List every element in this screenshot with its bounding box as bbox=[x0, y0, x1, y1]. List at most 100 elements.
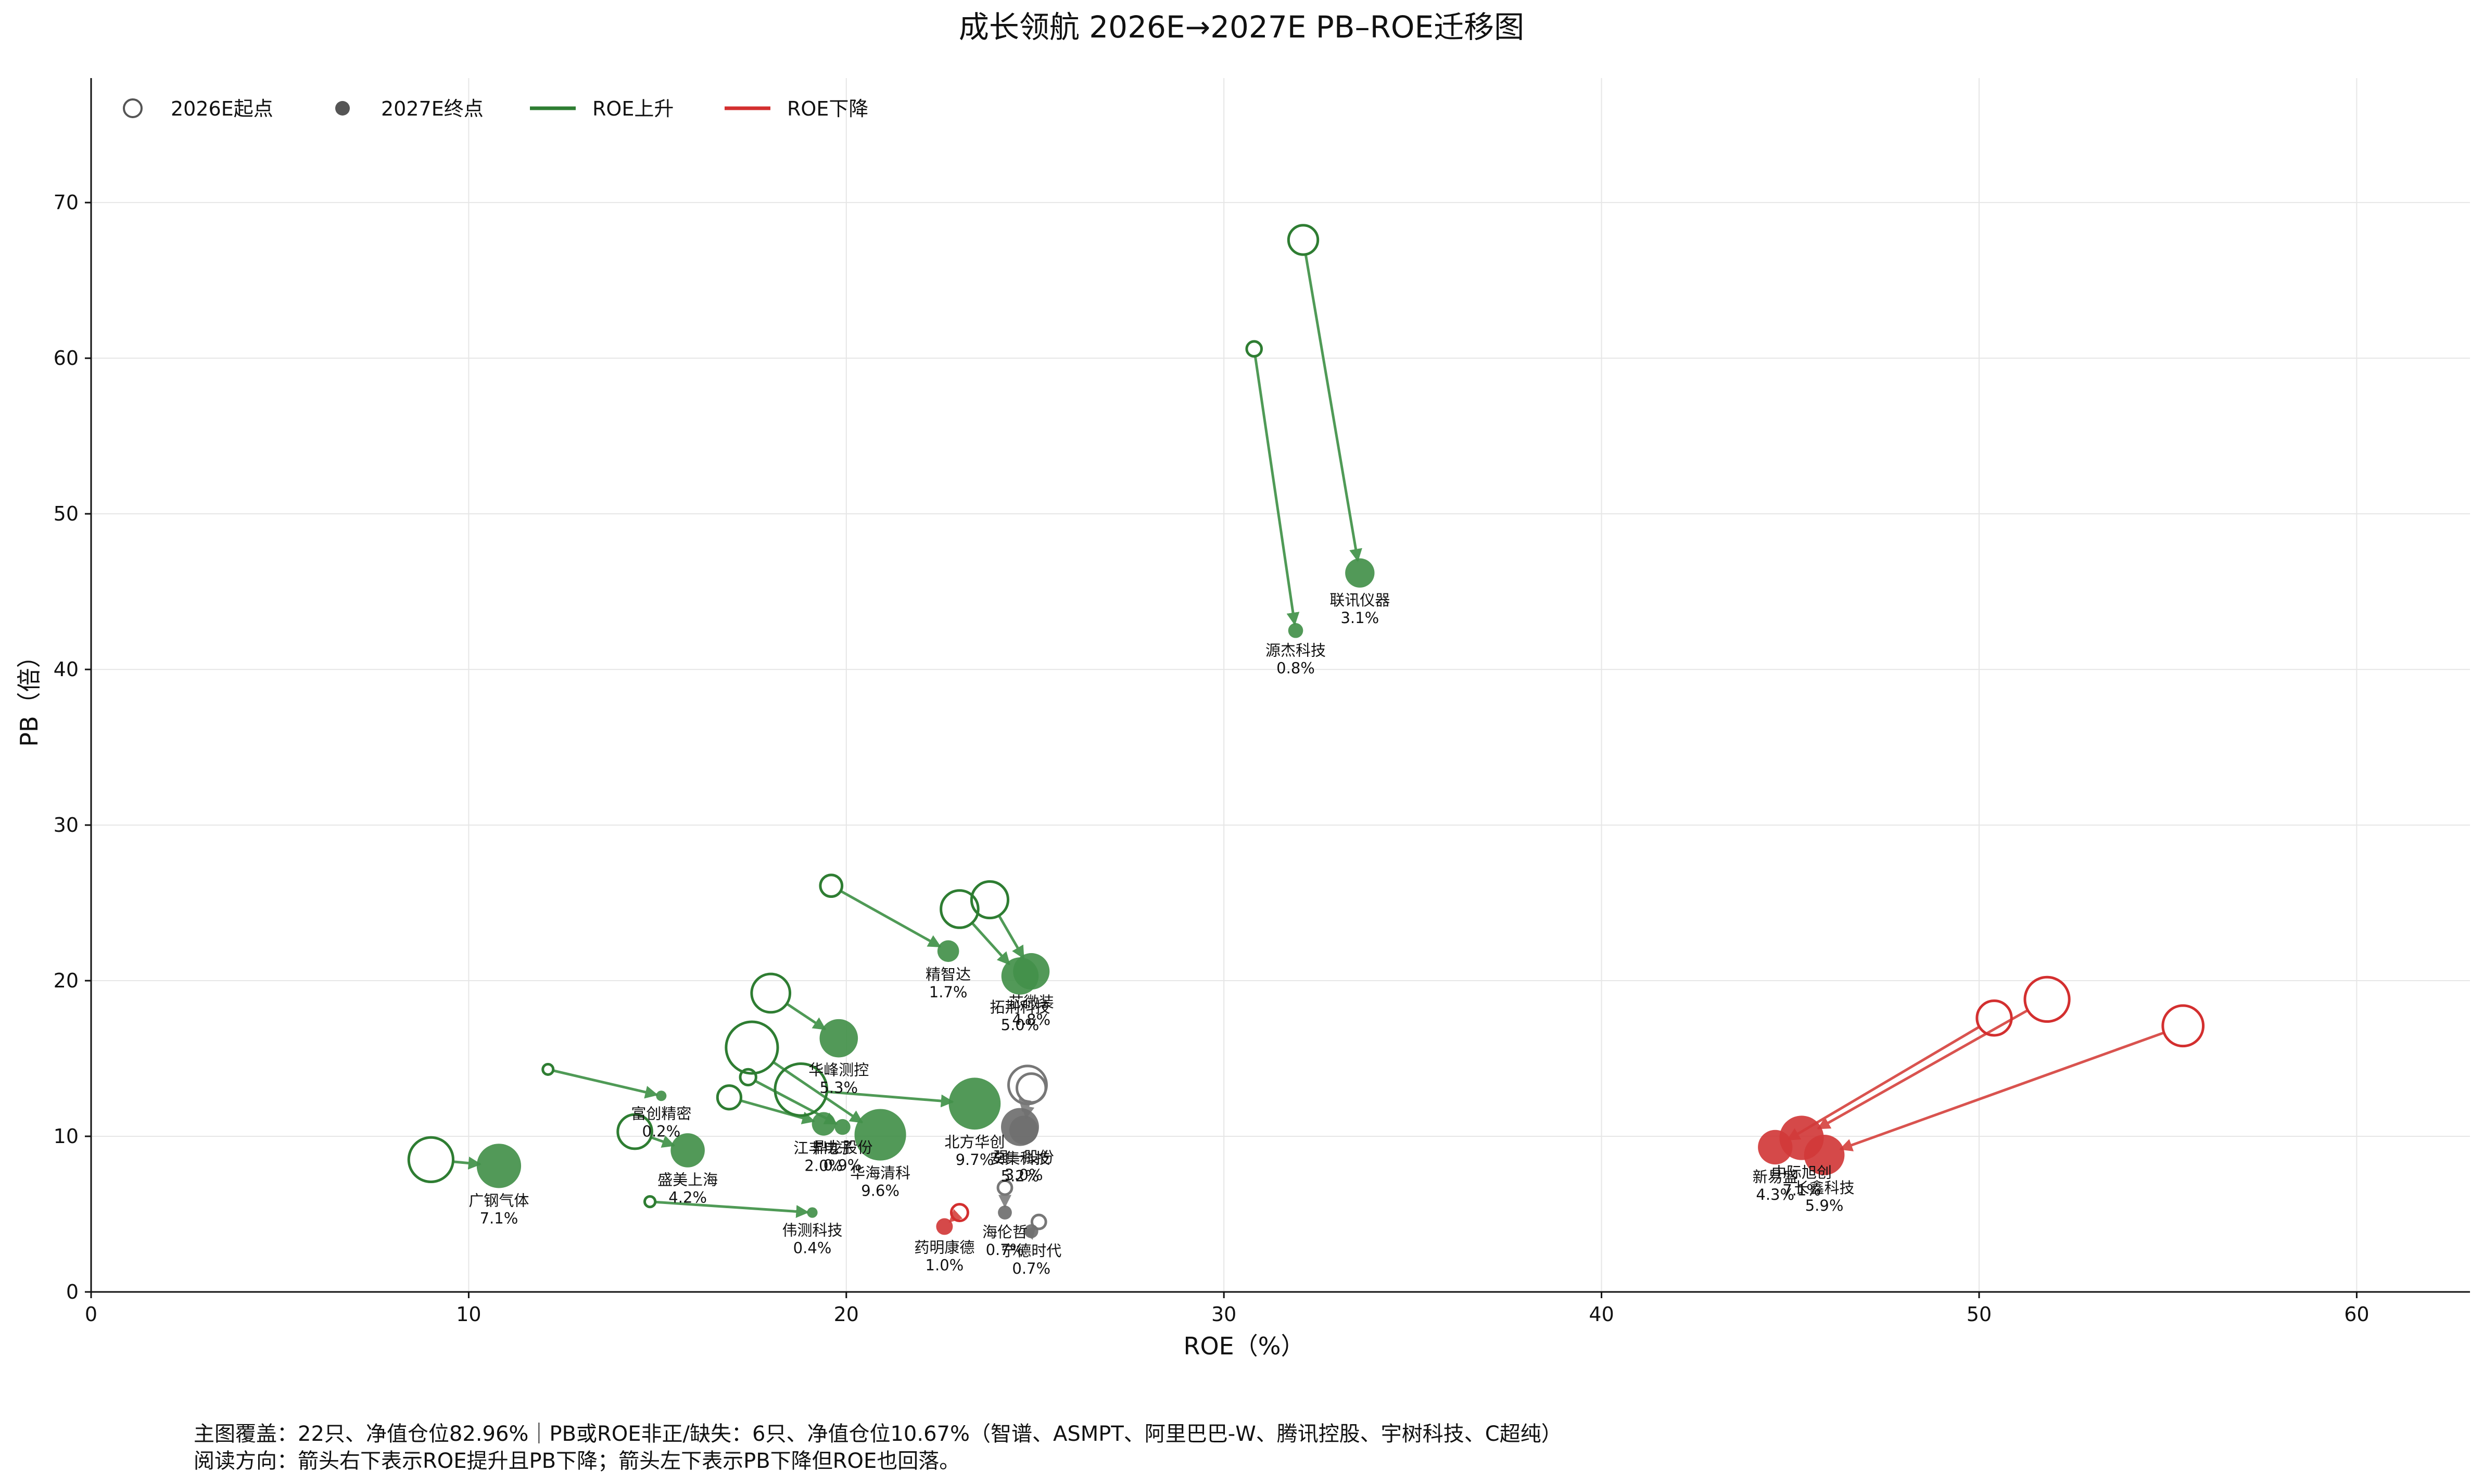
x-axis-label: ROE（%） bbox=[1184, 1332, 1305, 1360]
end-point-2027e bbox=[1288, 623, 1303, 638]
point-label-weight: 3.1% bbox=[1340, 609, 1379, 627]
end-point-2027e bbox=[854, 1109, 906, 1161]
point-label-name: 宁德时代 bbox=[1001, 1242, 1061, 1260]
migration-arrows bbox=[453, 254, 2164, 1240]
end-point-2027e bbox=[834, 1119, 851, 1135]
y-tick-label: 20 bbox=[54, 969, 79, 992]
migration-arrow bbox=[552, 1069, 658, 1099]
y-tick-label: 10 bbox=[54, 1125, 79, 1148]
start-point-2026e bbox=[996, 1179, 1014, 1196]
legend-end-label: 2027E终点 bbox=[381, 97, 484, 120]
point-label-name: 广钢气体 bbox=[468, 1191, 529, 1209]
point-label-name: 华海清科 bbox=[850, 1164, 910, 1182]
point-label-weight: 1.7% bbox=[929, 983, 968, 1001]
legend-up-label: ROE上升 bbox=[592, 97, 674, 120]
point-label-weight: 2.0% bbox=[804, 1157, 843, 1175]
end-point-2027e bbox=[1000, 1108, 1039, 1146]
point-label-name: 强一股份 bbox=[994, 1148, 1054, 1166]
point-label-name: 海伦哲 bbox=[982, 1223, 1028, 1241]
y-tick-label: 40 bbox=[54, 658, 79, 681]
x-tick-label: 50 bbox=[1967, 1303, 1992, 1326]
point-label-weight: 0.9% bbox=[824, 1156, 862, 1174]
pb-roe-migration-chart: 成长领航 2026E→2027E PB–ROE迁移图 0 10 20 30 40 50 60… bbox=[15, 9, 2470, 1360]
migration-arrow bbox=[650, 1135, 676, 1148]
end-point-2027e bbox=[948, 1077, 1001, 1130]
start-point-2026e bbox=[970, 880, 1009, 920]
point-label-weight: 7.1% bbox=[1782, 1182, 1821, 1199]
point-label-weight: 4.3% bbox=[1756, 1186, 1794, 1203]
point-label-name: 源杰科技 bbox=[1265, 642, 1326, 659]
x-tick-label: 10 bbox=[456, 1303, 481, 1326]
point-label-name: 药明康德 bbox=[914, 1238, 974, 1256]
end-point-2027e bbox=[670, 1133, 705, 1168]
x-tick-label: 40 bbox=[1589, 1303, 1614, 1326]
point-label-weight: 5.9% bbox=[1805, 1197, 1844, 1214]
point-label-name: 富创精密 bbox=[631, 1105, 691, 1122]
start-point-2026e bbox=[407, 1136, 454, 1184]
point-label-name: 北方华创 bbox=[944, 1133, 1005, 1151]
migration-arrow bbox=[772, 1061, 864, 1124]
start-point-2026e bbox=[739, 1068, 757, 1087]
migration-arrow bbox=[1787, 1025, 1980, 1141]
end-point-2027e bbox=[936, 1218, 953, 1235]
point-label-name: 新易盛 bbox=[1753, 1168, 1798, 1186]
start-point-2026e bbox=[774, 1062, 829, 1117]
legend: 2026E起点 2027E终点 ROE上升 ROE下降 bbox=[123, 97, 868, 120]
start-point-2026e bbox=[2023, 975, 2071, 1023]
start-point-2026e bbox=[1007, 1064, 1048, 1106]
migration-arrow bbox=[786, 1003, 827, 1031]
migration-arrow bbox=[1817, 1009, 2029, 1130]
start-point-2026e bbox=[1975, 999, 2013, 1037]
point-label-weight: 5.0% bbox=[1001, 1016, 1040, 1034]
end-point-2027e bbox=[998, 1206, 1012, 1220]
end-point-2027e bbox=[1345, 558, 1375, 588]
legend-start-label: 2026E起点 bbox=[171, 97, 273, 120]
point-label-name: 伟测科技 bbox=[782, 1222, 843, 1239]
migration-arrow bbox=[1839, 1031, 2164, 1151]
start-point-2026e bbox=[819, 873, 844, 898]
point-label-weight: 4.8% bbox=[1012, 1011, 1050, 1029]
y-tick-label: 30 bbox=[54, 814, 79, 836]
x-tick-label: 0 bbox=[85, 1303, 97, 1326]
end-point-2027e bbox=[476, 1144, 522, 1188]
start-point-2026e bbox=[1030, 1213, 1047, 1231]
x-tick-label: 60 bbox=[2344, 1303, 2369, 1326]
y-tick-label: 70 bbox=[54, 191, 79, 214]
migration-arrow bbox=[840, 890, 942, 948]
x-tick-label: 30 bbox=[1211, 1303, 1236, 1326]
point-label-name: 精智达 bbox=[926, 966, 971, 983]
start-point-2026e bbox=[940, 889, 980, 929]
start-point-2026e bbox=[1245, 340, 1263, 358]
point-label-name: 中际旭创 bbox=[1771, 1164, 1832, 1182]
y-tick-label: 0 bbox=[66, 1280, 79, 1303]
migration-arrow bbox=[1304, 254, 1362, 562]
end-point-2027e bbox=[1001, 957, 1039, 995]
footnote-reading-direction: 阅读方向：箭头右下表示ROE提升且PB下降；箭头左下表示PB下降但ROE也回落。 bbox=[194, 1449, 960, 1473]
migration-arrow bbox=[740, 1099, 816, 1124]
y-axis-label: PB（倍） bbox=[15, 644, 43, 746]
migration-arrow bbox=[971, 922, 1010, 966]
start-point-2026e bbox=[725, 1020, 779, 1075]
legend-start-marker bbox=[123, 98, 143, 118]
migration-arrow bbox=[827, 1090, 954, 1108]
point-label-weight: 0.7% bbox=[1012, 1260, 1050, 1277]
migration-arrow bbox=[997, 915, 1025, 959]
migration-arrow bbox=[453, 1157, 482, 1170]
point-label-name: 安集科技 bbox=[990, 1150, 1050, 1168]
point-label-weight: 0.8% bbox=[1276, 659, 1315, 677]
point-label-weight: 0.4% bbox=[793, 1239, 832, 1257]
start-point-2026e bbox=[616, 1113, 653, 1150]
point-label-weight: 5.3% bbox=[819, 1079, 858, 1097]
point-label-weight: 7.1% bbox=[480, 1209, 518, 1227]
start-point-2026e bbox=[1287, 224, 1320, 256]
point-label-weight: 5.2% bbox=[1001, 1168, 1040, 1185]
migration-arrow bbox=[1253, 356, 1300, 626]
point-label-weight: 1.0% bbox=[926, 1256, 964, 1274]
point-label-name: 鼎龙股份 bbox=[813, 1138, 873, 1156]
end-point-2027e bbox=[812, 1112, 835, 1136]
point-label-weight: 9.7% bbox=[956, 1151, 994, 1169]
point-label-name: 华峰测控 bbox=[808, 1061, 869, 1079]
end-point-2027e bbox=[819, 1019, 858, 1058]
start-point-2026e bbox=[643, 1195, 657, 1209]
